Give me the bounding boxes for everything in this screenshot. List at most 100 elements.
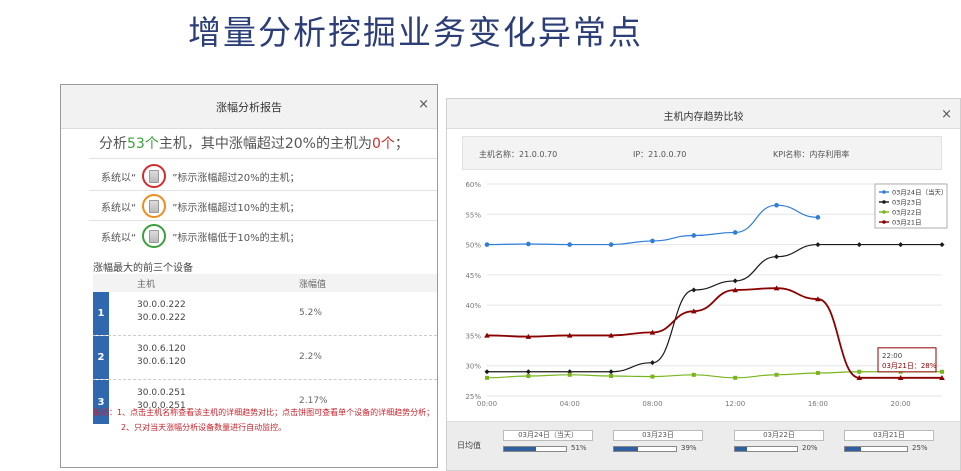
avg-percent: 39% [681,444,697,452]
y-tick-label: 40% [465,302,481,310]
data-point [733,375,738,380]
host-ip: 30.0.0.251 [137,401,186,411]
close-icon[interactable]: × [941,107,952,122]
y-tick-label: 45% [465,272,481,280]
avg-progress [844,446,908,452]
close-icon[interactable]: × [418,97,429,112]
x-tick-label: 20:00 [891,400,911,408]
data-point [567,372,572,377]
legend-pre: 系统以“ [101,202,137,214]
legend-pre: 系统以“ [101,172,137,184]
y-tick-label: 50% [465,242,481,250]
data-point [650,238,655,244]
row-index: 3 [93,380,109,424]
summary-post: ； [394,136,409,152]
data-point [815,215,821,220]
divider [89,158,437,159]
data-point [484,242,490,247]
kpi-name: KPI名称：内存利用率 [773,150,850,159]
legend-post: ”标示涨幅超过20%的主机； [172,172,300,184]
data-point [691,372,696,377]
table-row[interactable]: 1 30.0.0.222 30.0.0.222 5.2% [93,292,437,336]
data-point [856,242,862,248]
host-ip: 30.0.6.120 [137,357,186,367]
avg-day-label: 03月23日 [613,430,703,441]
data-point [774,372,779,377]
server-orange-icon [142,194,167,218]
data-point [898,242,904,248]
data-point [691,308,697,314]
legend-row-red: 系统以“ ”标示涨幅超过20%的主机； [101,161,300,191]
summary-mid: 主机，其中涨幅超过20%的主机为 [158,136,372,152]
data-point [939,375,945,381]
data-point [567,242,573,247]
legend-marker [882,210,886,214]
data-point [732,230,738,235]
col-rate: 涨幅值 [299,280,327,290]
growth-rate: 5.2% [299,308,322,318]
data-point [525,333,532,339]
tooltip-time: 22:00 [882,352,902,360]
host-ip[interactable]: 30.0.0.251 [137,388,186,398]
series-line [486,371,943,379]
table-row[interactable]: 3 30.0.0.251 30.0.0.251 2.17% [93,380,437,424]
legend-label: 03月22日 [892,209,922,217]
data-point [815,370,820,375]
note-line-2: 2、只对当天涨幅分析设备数量进行自动监控。 [121,423,287,432]
window-header: 主机内存趋势比较 × [447,99,960,129]
host-info-bar: 主机名称：21.0.0.70 IP：21.0.0.70 KPI名称：内存利用率 [462,136,942,170]
data-point [773,285,780,291]
avg-box: 03月22日 20% [730,430,828,458]
divider [89,190,437,191]
data-point [774,202,779,208]
table-header: 主机 涨幅值 [93,274,437,292]
data-point [856,375,863,381]
avg-progress [503,446,567,452]
data-point [940,369,944,374]
y-tick-label: 35% [465,332,481,340]
legend-row-orange: 系统以“ ”标示涨幅超过10%的主机； [101,191,300,221]
y-tick-label: 55% [465,211,481,219]
y-tick-label: 25% [465,393,481,401]
x-tick-label: 12:00 [725,400,745,408]
data-point [526,374,531,379]
data-point [484,332,490,338]
data-point [485,375,489,380]
data-point [650,374,655,379]
dialog-header: 涨幅分析报告 × [61,85,437,129]
data-point [691,287,697,293]
host-ip[interactable]: 30.0.0.222 [137,300,186,310]
avg-day-label: 03月21日 [844,430,934,441]
y-tick-label: 30% [465,363,481,371]
window-title: 主机内存趋势比较 [663,112,744,123]
x-tick-label: 00:00 [477,400,497,408]
daily-average-footer: 日均值 03月24日（当天） 51% 03月23日 39% 03月22日 20%… [447,421,960,470]
tooltip-value: 03月21日：28% [882,362,937,370]
tooltip-box [877,347,937,373]
divider [89,220,437,221]
note-line-1: 说明：1、点击主机名称查看该主机的详细趋势对比；点击饼图可查看单个设备的详细趋势… [93,408,435,417]
avg-percent: 20% [802,444,818,452]
data-point [649,360,655,366]
data-point [815,242,821,248]
host-name: 主机名称：21.0.0.70 [479,150,558,159]
avg-day-label: 03月22日 [734,430,824,441]
data-point [608,242,614,247]
avg-progress [734,446,798,452]
table-row[interactable]: 2 30.0.6.120 30.0.6.120 2.2% [93,336,437,380]
data-point [774,254,780,260]
legend-post: ”标示涨幅低于10%的主机； [172,232,300,244]
top-devices-title: 涨幅最大的前三个设备 [93,263,193,274]
data-point [525,369,531,375]
legend-marker [882,220,886,224]
avg-box: 03月24日（当天） 51% [499,430,597,458]
data-point [526,241,531,247]
legend-marker [882,190,886,194]
data-point [484,369,490,375]
growth-report-dialog: 涨幅分析报告 × 分析53个主机，其中涨幅超过20%的主机为0个； 系统以“ ”… [60,84,438,468]
host-ip[interactable]: 30.0.6.120 [137,344,186,354]
legend-post: ”标示涨幅超过10%的主机； [172,202,300,214]
avg-percent: 25% [912,444,928,452]
legend-label: 03月21日 [892,219,922,227]
data-point [732,278,738,284]
